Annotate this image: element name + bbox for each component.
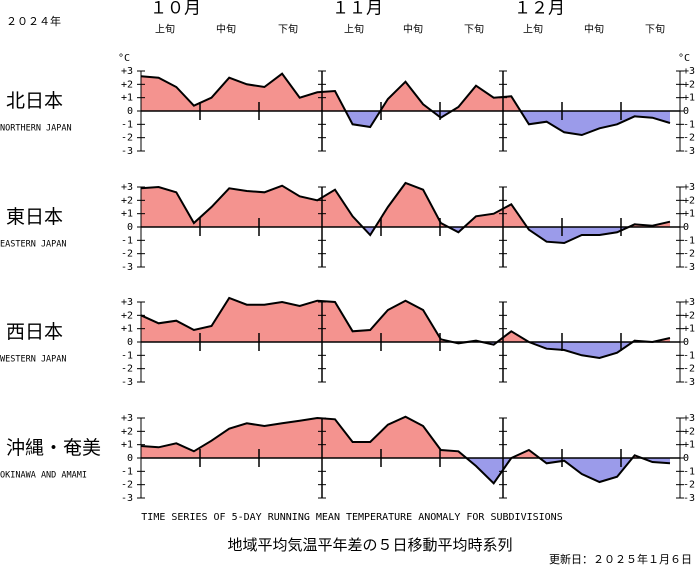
y-tick-label: 0 (683, 337, 689, 348)
period-label: 上旬 (523, 23, 543, 36)
region-subtitle: EASTERN JAPAN (0, 240, 67, 250)
y-tick-label: 0 (683, 106, 689, 117)
negative-area (141, 227, 670, 243)
unit-label: °C (118, 53, 130, 64)
y-tick-label: +1 (121, 324, 133, 335)
year-label: ２０２４年 (6, 14, 61, 28)
y-tick-label: +1 (121, 440, 133, 451)
y-tick-label: -3 (683, 262, 695, 273)
y-tick-label: -3 (121, 262, 133, 273)
y-tick-label: +3 (121, 413, 133, 424)
y-tick-label: -3 (121, 377, 133, 388)
unit-label: °C (678, 53, 690, 64)
y-tick-label: 0 (127, 337, 133, 348)
footer-title: 地域平均気温平年差の５日移動平均時系列 (227, 536, 512, 554)
region-subtitle: WESTERN JAPAN (0, 355, 67, 365)
y-tick-label: -1 (121, 466, 133, 477)
region-title: 北日本 (6, 90, 63, 112)
month-label: １２月 (514, 0, 565, 19)
y-tick-label: 0 (683, 222, 689, 233)
y-tick-label: -3 (121, 146, 133, 157)
y-tick-label: +2 (683, 79, 695, 90)
y-tick-label: +3 (683, 297, 695, 308)
region-subtitle: OKINAWA AND AMAMI (0, 471, 87, 481)
anomaly-line (140, 181, 671, 245)
y-tick-label: -1 (683, 235, 695, 246)
y-tick-label: -2 (683, 133, 695, 144)
y-tick-label: -2 (683, 249, 695, 260)
month-label: １１月 (332, 0, 383, 19)
y-tick-label: -2 (683, 364, 695, 375)
period-label: 中旬 (584, 23, 604, 36)
caption: TIME SERIES OF 5-DAY RUNNING MEAN TEMPER… (141, 512, 562, 523)
region-subtitle: NORTHERN JAPAN (0, 124, 72, 134)
y-tick-label: +1 (683, 440, 695, 451)
y-tick-label: +2 (683, 426, 695, 437)
y-tick-label: +3 (683, 182, 695, 193)
y-tick-label: 0 (127, 222, 133, 233)
period-label: 下旬 (278, 23, 298, 36)
y-tick-label: +2 (683, 310, 695, 321)
y-tick-label: -3 (683, 493, 695, 504)
y-tick-label: +1 (683, 324, 695, 335)
anomaly-line (140, 72, 671, 137)
region-title: 東日本 (6, 206, 63, 228)
y-tick-label: -2 (121, 133, 133, 144)
y-tick-label: 0 (127, 106, 133, 117)
y-tick-label: -2 (121, 364, 133, 375)
y-tick-label: +3 (121, 297, 133, 308)
y-tick-label: +2 (121, 426, 133, 437)
period-label: 中旬 (403, 23, 423, 36)
y-tick-label: +3 (683, 66, 695, 77)
y-tick-label: 0 (683, 453, 689, 464)
y-tick-label: -1 (683, 350, 695, 361)
y-tick-label: +1 (121, 209, 133, 220)
anomaly-line (140, 415, 671, 485)
y-tick-label: +2 (683, 195, 695, 206)
y-tick-label: -1 (121, 350, 133, 361)
period-label: 上旬 (155, 23, 175, 36)
y-tick-label: -2 (121, 480, 133, 491)
y-tick-label: +3 (683, 413, 695, 424)
period-label: 上旬 (344, 23, 364, 36)
positive-area (141, 416, 670, 458)
positive-area (141, 183, 670, 227)
region-title: 沖縄・奄美 (6, 437, 101, 459)
y-tick-label: -2 (683, 480, 695, 491)
y-tick-label: +3 (121, 182, 133, 193)
y-tick-label: -2 (121, 249, 133, 260)
positive-area (141, 298, 670, 342)
region-title: 西日本 (6, 321, 63, 343)
period-label: 下旬 (645, 23, 665, 36)
positive-area (141, 73, 670, 111)
y-tick-label: +2 (121, 310, 133, 321)
negative-area (141, 458, 670, 484)
y-tick-label: +1 (683, 93, 695, 104)
y-tick-label: 0 (127, 453, 133, 464)
y-tick-label: -3 (683, 146, 695, 157)
y-tick-label: -1 (683, 466, 695, 477)
y-tick-label: +3 (121, 66, 133, 77)
negative-area (141, 111, 670, 135)
month-label: １０月 (150, 0, 201, 19)
anomaly-line (140, 296, 671, 360)
y-tick-label: +2 (121, 195, 133, 206)
y-tick-label: -3 (121, 493, 133, 504)
period-label: 下旬 (464, 23, 484, 36)
y-tick-label: -3 (683, 377, 695, 388)
y-tick-label: +1 (683, 209, 695, 220)
y-tick-label: -1 (121, 119, 133, 130)
updated-label: 更新日：２０２５年１月６日 (549, 552, 692, 566)
y-tick-label: +1 (121, 93, 133, 104)
y-tick-label: -1 (121, 235, 133, 246)
y-tick-label: +2 (121, 79, 133, 90)
y-tick-label: -1 (683, 119, 695, 130)
period-label: 中旬 (216, 23, 236, 36)
